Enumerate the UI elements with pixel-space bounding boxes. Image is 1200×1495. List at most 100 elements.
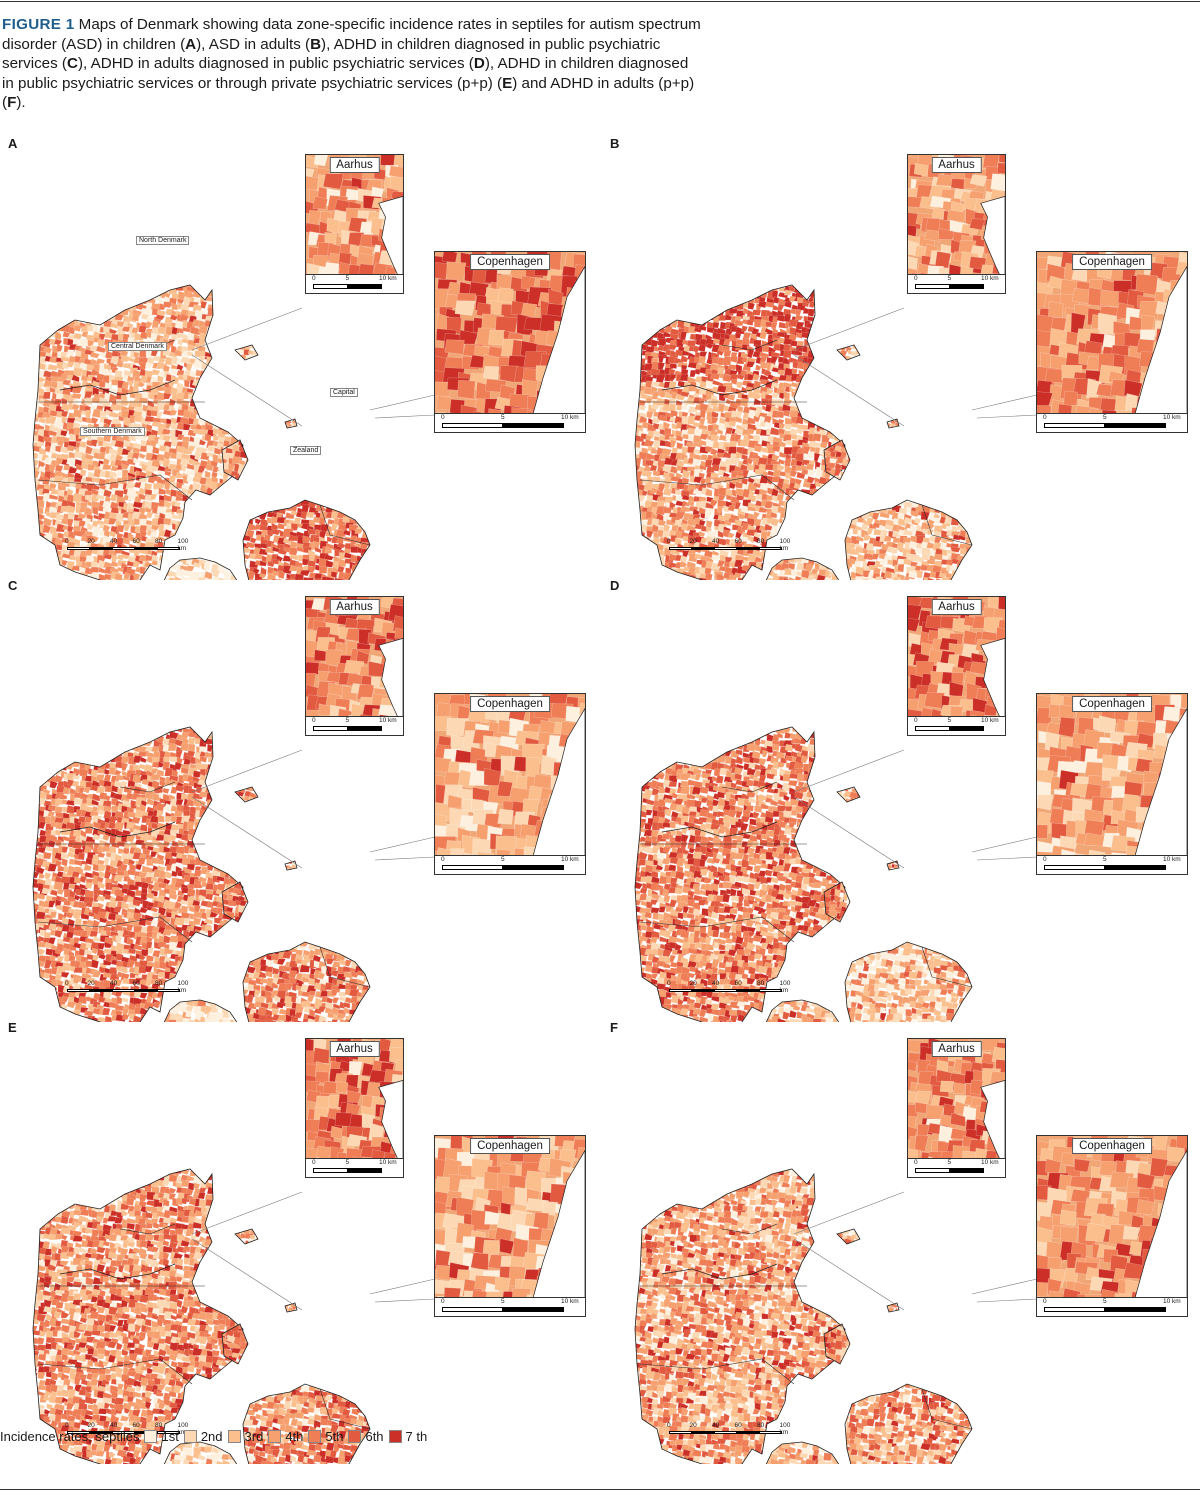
scale-segment — [442, 865, 504, 870]
scale-tick-label: 5 — [1103, 414, 1107, 421]
legend-label: 5th — [325, 1429, 344, 1444]
scale-segment — [157, 547, 180, 550]
copenhagen-inset: Copenhagen 0 5 10 km — [1036, 1135, 1188, 1317]
scale-tick-label: 20 — [689, 1422, 697, 1429]
scale-segment — [346, 726, 382, 731]
scale-tick-label: 0 — [1043, 414, 1047, 421]
scale-tick-label: 20 — [87, 1422, 95, 1429]
copenhagen-inset-title: Copenhagen — [470, 1138, 550, 1154]
aarhus-inset-scale-bar: 0 5 10 km — [908, 1158, 1005, 1177]
region-label-southern: Southern Denmark — [80, 427, 145, 436]
scale-tick-label: 10 km — [561, 856, 579, 863]
scale-tick-label: 0 — [914, 717, 918, 724]
scale-segment — [502, 423, 564, 428]
copenhagen-inset-map — [435, 1136, 585, 1316]
aarhus-inset-map — [908, 1039, 1005, 1177]
aarhus-inset-title: Aarhus — [931, 157, 982, 173]
scale-tick-label: 80 — [757, 538, 765, 545]
scale-segment — [502, 1307, 564, 1312]
aarhus-inset-title: Aarhus — [931, 599, 982, 615]
aarhus-inset-scale-bar: 0 5 10 km — [908, 274, 1005, 293]
aarhus-inset-scale-bar: 0 5 10 km — [306, 274, 403, 293]
scale-tick-label: 40 — [712, 1422, 720, 1429]
legend-item: 4th — [268, 1429, 303, 1444]
aarhus-inset-scale-bar: 0 5 10 km — [908, 716, 1005, 735]
copenhagen-inset: Copenhagen 0 5 10 km — [1036, 693, 1188, 875]
scale-tick-label: 0 — [65, 538, 69, 545]
bottom-rule — [0, 1489, 1200, 1490]
scale-tick-label: 10 km — [1163, 414, 1181, 421]
copenhagen-inset-title: Copenhagen — [1072, 254, 1152, 270]
scale-segment — [736, 1431, 759, 1434]
scale-tick-label: 80 — [155, 1422, 163, 1429]
scale-segment — [691, 989, 714, 992]
aarhus-inset-map — [306, 597, 403, 735]
scale-segment — [915, 1168, 951, 1173]
figure-label: FIGURE 1 — [2, 16, 75, 33]
legend-label: 2nd — [200, 1429, 223, 1444]
panel-letter: E — [8, 1020, 17, 1035]
aarhus-inset: Aarhus 0 5 10 km — [907, 1038, 1006, 1178]
legend-swatch — [348, 1430, 362, 1443]
scale-tick-label: 0 — [441, 856, 445, 863]
aarhus-inset-title: Aarhus — [931, 1041, 982, 1057]
aarhus-inset-map — [908, 155, 1005, 293]
scale-segment — [669, 547, 692, 550]
scale-tick-label: 0 — [312, 1159, 316, 1166]
scale-tick-label: 100 km — [177, 538, 189, 552]
scale-segment — [1104, 865, 1166, 870]
scale-tick-label: 5 — [947, 275, 952, 282]
scale-tick-label: 60 — [132, 538, 140, 545]
scale-tick-label: 100 km — [779, 980, 791, 994]
copenhagen-inset-title: Copenhagen — [1072, 696, 1152, 712]
scale-segment — [112, 1431, 135, 1434]
copenhagen-inset-title: Copenhagen — [470, 696, 550, 712]
legend-label: 1st — [161, 1429, 179, 1444]
scale-segment — [346, 284, 382, 289]
region-label-zealand: Zealand — [290, 446, 322, 455]
panel-letter: A — [8, 136, 18, 151]
copenhagen-inset: Copenhagen 0 5 10 km — [434, 1135, 586, 1317]
panel-letter: B — [610, 136, 620, 151]
scale-segment — [89, 547, 112, 550]
denmark-map — [32, 726, 436, 1022]
scale-tick-label: 100 km — [779, 538, 791, 552]
scale-segment — [915, 284, 951, 289]
legend-swatch — [227, 1430, 241, 1443]
aarhus-inset-map — [306, 155, 403, 293]
caption-panel-ref: B — [310, 35, 322, 53]
denmark-map — [634, 726, 1038, 1022]
copenhagen-inset-map — [435, 694, 585, 874]
copenhagen-inset-map — [1037, 252, 1187, 432]
scale-segment — [1044, 423, 1106, 428]
scale-tick-label: 60 — [132, 980, 140, 987]
scale-segment — [915, 726, 951, 731]
legend-label: 3rd — [244, 1429, 264, 1444]
map-scale-bar: 0 20 40 60 80 100 km — [65, 980, 195, 996]
scale-tick-label: 80 — [155, 538, 163, 545]
aarhus-inset: Aarhus 0 5 10 km — [907, 154, 1006, 294]
scale-segment — [112, 989, 135, 992]
scale-segment — [948, 1168, 984, 1173]
scale-tick-label: 40 — [110, 1422, 118, 1429]
map-panel-a: A Aarhus 0 5 10 km Copenhagen 0 5 10 km 0 20 40 60 80… — [0, 136, 600, 580]
legend-label: 6th — [365, 1429, 384, 1444]
copenhagen-inset-scale-bar: 0 5 10 km — [1037, 1297, 1187, 1316]
denmark-map — [32, 1168, 436, 1464]
scale-tick-label: 10 km — [561, 1298, 579, 1305]
aarhus-inset-title: Aarhus — [329, 1041, 380, 1057]
scale-tick-label: 40 — [712, 538, 720, 545]
scale-tick-label: 10 km — [981, 717, 999, 724]
scale-tick-label: 5 — [947, 717, 952, 724]
aarhus-inset: Aarhus 0 5 10 km — [305, 596, 404, 736]
scale-tick-label: 0 — [441, 1298, 445, 1305]
aarhus-inset-map — [908, 597, 1005, 735]
map-panel-c: C Aarhus 0 5 10 km Copenhagen 0 5 10 km 0 20 40 60 80… — [0, 578, 600, 1022]
scale-segment — [691, 547, 714, 550]
copenhagen-inset-title: Copenhagen — [1072, 1138, 1152, 1154]
legend-label: 4th — [285, 1429, 304, 1444]
scale-tick-label: 0 — [914, 1159, 918, 1166]
scale-tick-label: 5 — [1103, 1298, 1107, 1305]
scale-tick-label: 100 km — [177, 980, 189, 994]
figure-caption: FIGURE 1 Maps of Denmark showing data zo… — [2, 15, 702, 113]
